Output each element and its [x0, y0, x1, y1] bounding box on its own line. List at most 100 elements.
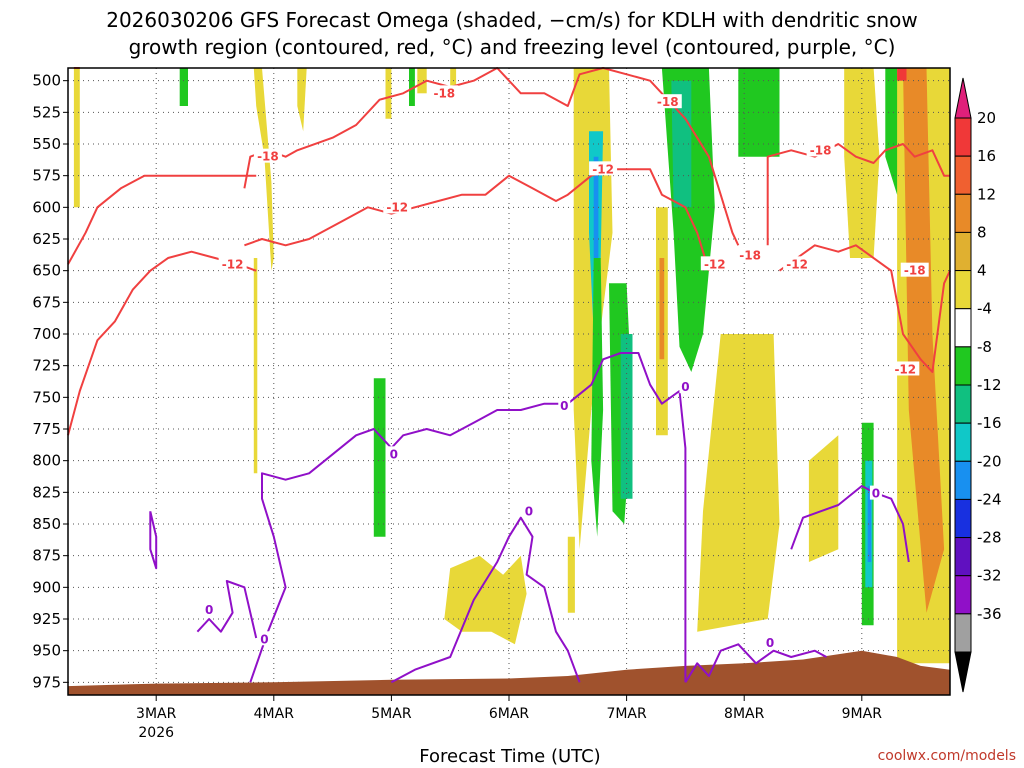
colorbar-label-12: -32 [977, 567, 1002, 585]
freezing-level-contours [149, 352, 910, 684]
colorbar-label-2: 12 [977, 185, 996, 203]
colorbar-segment-7 [954, 384, 972, 424]
contour-label-bg-13 [558, 398, 571, 413]
omega-area-2 [297, 68, 307, 132]
dgz-contour-4 [244, 168, 710, 271]
contour-label-bg-16 [869, 485, 882, 500]
omega-area-8 [450, 68, 457, 87]
x-axis-label: Forecast Time (UTC) [419, 746, 600, 767]
freezing-contour-3 [390, 516, 581, 684]
contour-label-bg-0 [430, 85, 459, 100]
omega-area-11 [567, 536, 575, 613]
x-tick-label-1: 4MAR [254, 706, 295, 722]
y-tick-label-12: 800 [32, 452, 61, 470]
terrain-layer [68, 650, 950, 695]
x-tick-label-3: 6MAR [489, 706, 530, 722]
contour-label-bg-14 [679, 379, 692, 394]
contour-label-18: 0 [260, 632, 268, 646]
colorbar-label-7: -12 [977, 376, 1002, 394]
colorbar-label-11: -28 [977, 529, 1002, 547]
y-tick-label-18: 950 [32, 642, 61, 660]
contour-label-bg-1 [253, 148, 282, 163]
y-tick-label-3: 575 [32, 167, 61, 185]
y-tick-label-19: 975 [32, 673, 61, 691]
colorbar-label-6: -8 [977, 338, 992, 356]
contour-label-bg-6 [218, 256, 247, 271]
dgz-contour-5 [778, 244, 951, 373]
y-tick-label-14: 850 [32, 515, 61, 533]
omega-area-18 [620, 334, 633, 499]
contour-label-bg-7 [383, 199, 412, 214]
x-tick-label-6: 9MAR [842, 706, 883, 722]
y-tick-label-9: 725 [32, 357, 61, 375]
contour-label-19: 0 [766, 636, 774, 650]
contour-label-bg-17 [203, 602, 216, 617]
contour-label-13: 0 [560, 399, 568, 413]
chart-title-line-1: 2026030206 GFS Forecast Omega (shaded, −… [106, 8, 918, 32]
colorbar-segment-6 [954, 346, 972, 386]
colorbar-segment-4 [954, 270, 972, 310]
y-tick-label-1: 525 [32, 103, 61, 121]
contour-labels: -18 -18 -18 -18 -18 -18 -12 -12 -12 -12 -12 -12 0 0 0 0… [203, 85, 929, 650]
y-tick-label-7: 675 [32, 293, 61, 311]
contour-label-16: 0 [872, 487, 880, 501]
colorbar-segment-8 [954, 422, 972, 462]
omega-area-3 [253, 258, 258, 474]
contour-label-bg-2 [653, 94, 682, 109]
omega-area-1 [253, 68, 274, 271]
y-tick-label-0: 500 [32, 72, 61, 90]
colorbar-segment-10 [954, 498, 972, 539]
omega-area-29 [903, 68, 945, 613]
contour-label-bg-3 [806, 142, 835, 157]
y-tick-label-4: 600 [32, 198, 61, 216]
colorbar-label-3: 8 [977, 223, 987, 241]
contour-label-bg-12 [387, 446, 400, 461]
contour-label-3: -18 [810, 143, 832, 157]
grid-lines [68, 68, 950, 695]
contour-label-bg-15 [522, 503, 535, 518]
colorbar-label-9: -20 [977, 452, 1002, 470]
x-tick-label-0: 3MAR [136, 706, 177, 722]
contour-label-bg-8 [589, 161, 618, 176]
x-axis: 3MAR 2026 4MAR 5MAR 6MAR 7MAR 8MAR 9MAR [136, 695, 882, 741]
colorbar-top-arrow [954, 77, 972, 119]
x-tick-label-2: 5MAR [371, 706, 412, 722]
omega-area-10 [444, 555, 527, 645]
colorbar-segment-3 [954, 231, 972, 272]
dgz-contour-6 [67, 250, 257, 436]
x-tick-sublabel-0: 2026 [138, 725, 174, 741]
y-tick-label-16: 900 [32, 578, 61, 596]
contour-label-bg-19 [764, 635, 777, 650]
contour-label-17: 0 [205, 603, 213, 617]
colorbar-label-13: -36 [977, 605, 1002, 623]
y-tick-label-2: 550 [32, 135, 61, 153]
dendritic-growth-contours [67, 67, 951, 436]
omega-area-22 [671, 80, 692, 208]
contour-label-1: -18 [257, 150, 279, 164]
omega-area-15 [593, 156, 599, 258]
omega-area-7 [409, 68, 415, 106]
colorbar-label-10: -24 [977, 490, 1002, 508]
contour-label-5: -18 [904, 264, 926, 278]
contour-label-6: -12 [222, 257, 244, 271]
freezing-contour-1 [684, 643, 827, 683]
omega-area-20 [659, 258, 665, 360]
colorbar-segment-13 [954, 613, 972, 653]
colorbar-label-8: -16 [977, 414, 1002, 432]
colorbar-segment-12 [954, 575, 972, 615]
colorbar-segment-2 [954, 193, 972, 233]
contour-label-15: 0 [525, 504, 533, 518]
colorbar-label-1: 16 [977, 147, 996, 165]
y-tick-label-13: 825 [32, 483, 61, 501]
credit-text: coolwx.com/models [878, 748, 1016, 764]
colorbar-label-4: 4 [977, 262, 987, 280]
contour-label-7: -12 [386, 200, 408, 214]
omega-area-6 [417, 68, 427, 94]
contour-label-bg-9 [700, 256, 729, 271]
freezing-contour-5 [149, 511, 158, 570]
y-axis: 500 525 550 575 600 625 650 675 700 725 750 775 800 8… [32, 72, 68, 691]
colorbar-segment-9 [954, 460, 972, 500]
colorbar-legend: 20 16 12 8 4 -4 -8 -12 -16 -20 -24 -28 -32 -36 [954, 77, 1002, 693]
omega-area-4 [179, 68, 188, 106]
